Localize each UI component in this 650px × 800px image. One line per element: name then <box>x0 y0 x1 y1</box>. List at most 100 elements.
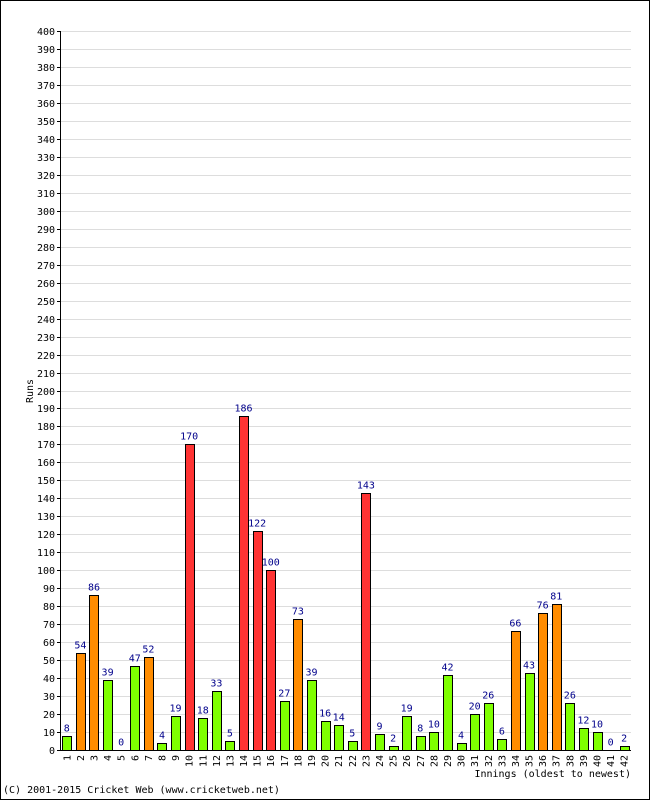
bar <box>511 631 521 751</box>
data-label: 0 <box>608 738 614 749</box>
y-tick-label: 30 <box>43 692 55 703</box>
data-label: 47 <box>129 654 141 665</box>
y-tick-label: 380 <box>37 63 55 74</box>
data-label: 19 <box>401 704 413 715</box>
x-tick-label: 27 <box>416 755 427 767</box>
x-tick-label: 29 <box>443 755 454 767</box>
data-label: 100 <box>262 558 280 569</box>
bar <box>103 680 113 751</box>
x-tick-label: 12 <box>212 755 223 767</box>
bar <box>429 732 439 751</box>
data-label: 81 <box>550 592 562 603</box>
x-tick-label: 4 <box>103 755 114 761</box>
x-tick-label: 11 <box>198 755 209 767</box>
y-axis-title: Runs <box>25 379 36 403</box>
y-tick-label: 80 <box>43 602 55 613</box>
y-tick-label: 190 <box>37 404 55 415</box>
x-tick-label: 26 <box>402 755 413 767</box>
data-label: 27 <box>278 689 290 700</box>
x-tick-label: 24 <box>375 755 386 767</box>
copyright-text: (C) 2001-2015 Cricket Web (www.cricketwe… <box>3 785 280 796</box>
data-label: 143 <box>357 481 375 492</box>
x-tick-label: 36 <box>538 755 549 767</box>
data-label: 170 <box>180 432 198 443</box>
x-tick-label: 5 <box>117 755 128 761</box>
x-tick-label: 3 <box>89 755 100 761</box>
x-tick-label: 7 <box>144 755 155 761</box>
data-label: 33 <box>210 679 222 690</box>
data-label: 19 <box>170 704 182 715</box>
data-label: 122 <box>248 519 266 530</box>
y-tick-label: 350 <box>37 117 55 128</box>
y-tick-label: 250 <box>37 297 55 308</box>
y-tick-label: 320 <box>37 171 55 182</box>
x-tick-label: 23 <box>361 755 372 767</box>
x-tick-label: 33 <box>497 755 508 767</box>
x-tick-label: 9 <box>171 755 182 761</box>
bar <box>144 657 154 751</box>
data-label: 26 <box>564 691 576 702</box>
data-label: 73 <box>292 607 304 618</box>
y-tick-label: 100 <box>37 566 55 577</box>
x-axis-ticks: 1 2 3 4 5 6 7 8 9 10 11 12 13 14 15 16 17 18 19 20 21 22 23 24 2… <box>62 755 630 767</box>
data-label: 8 <box>64 724 70 735</box>
x-tick-label: 21 <box>334 755 345 767</box>
data-label: 16 <box>319 709 331 720</box>
x-tick-label: 32 <box>484 755 495 767</box>
x-tick-label: 20 <box>321 755 332 767</box>
x-tick-label: 42 <box>620 755 631 767</box>
bar <box>497 739 507 751</box>
bar <box>130 666 140 751</box>
bar <box>334 725 344 751</box>
y-tick-label: 170 <box>37 440 55 451</box>
x-tick-label: 8 <box>157 755 168 761</box>
data-label: 12 <box>577 716 589 727</box>
x-tick-label: 10 <box>185 755 196 767</box>
x-tick-label: 39 <box>579 755 590 767</box>
x-axis-title: Innings (oldest to newest) <box>474 769 631 780</box>
x-tick-label: 37 <box>552 755 563 767</box>
bar <box>212 691 222 751</box>
bar <box>565 703 575 751</box>
x-tick-label: 15 <box>253 755 264 767</box>
bars <box>62 416 630 751</box>
y-tick-label: 390 <box>37 45 55 56</box>
y-axis-ticks: 0 10 20 30 40 50 60 70 80 90 100 110 120 130 140 150 160… <box>37 27 60 757</box>
x-tick-label: 14 <box>239 755 250 767</box>
data-labels: 8548639047524191701833518612210027733916… <box>64 404 627 749</box>
data-label: 6 <box>499 727 505 738</box>
bar <box>579 728 589 751</box>
data-label: 20 <box>469 702 481 713</box>
y-tick-label: 230 <box>37 333 55 344</box>
bar <box>225 741 235 751</box>
bar <box>457 743 467 751</box>
bar <box>185 444 195 751</box>
x-tick-label: 41 <box>606 755 617 767</box>
data-label: 43 <box>523 661 535 672</box>
x-tick-label: 34 <box>511 755 522 767</box>
x-tick-label: 28 <box>429 755 440 767</box>
bar <box>361 493 371 751</box>
x-tick-label: 16 <box>266 755 277 767</box>
data-label: 4 <box>159 731 165 742</box>
y-tick-label: 60 <box>43 638 55 649</box>
y-tick-label: 340 <box>37 135 55 146</box>
data-label: 10 <box>591 720 603 731</box>
y-tick-label: 70 <box>43 620 55 631</box>
y-tick-label: 160 <box>37 458 55 469</box>
y-tick-label: 40 <box>43 674 55 685</box>
bar <box>416 736 426 751</box>
bar <box>266 570 276 751</box>
data-label: 0 <box>118 738 124 749</box>
y-tick-label: 310 <box>37 189 55 200</box>
y-tick-label: 360 <box>37 99 55 110</box>
data-label: 5 <box>227 729 233 740</box>
x-tick-label: 13 <box>225 755 236 767</box>
bar <box>593 732 603 751</box>
bar <box>239 416 249 751</box>
bar <box>89 595 99 751</box>
bar <box>198 718 208 751</box>
data-label: 2 <box>390 734 396 745</box>
y-tick-label: 220 <box>37 351 55 362</box>
